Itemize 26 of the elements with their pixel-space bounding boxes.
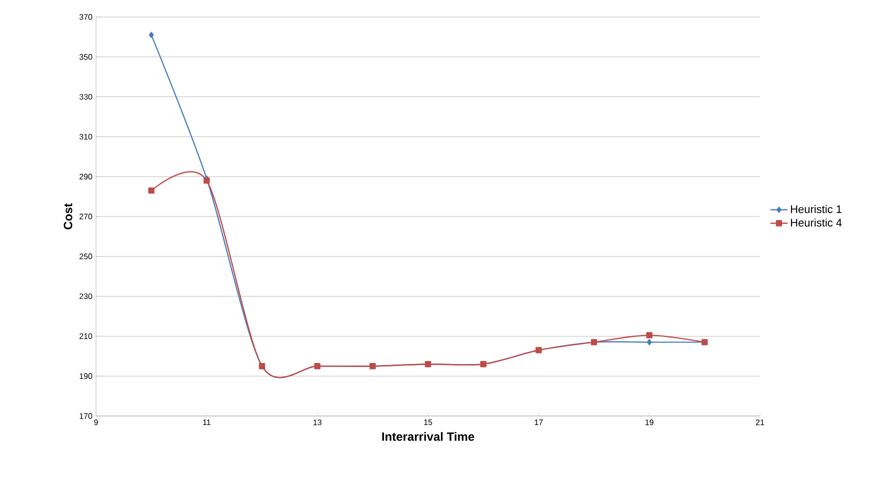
y-tick-label: 270 (80, 214, 92, 220)
y-axis-title: Cost (64, 203, 72, 230)
y-tick-label: 190 (80, 373, 92, 379)
y-tick-label: 250 (80, 254, 92, 260)
y-tick-label: 310 (79, 134, 92, 140)
legend-label: Heuristic 4 (791, 218, 842, 227)
y-tick-label: 350 (79, 54, 92, 60)
legend-label: Heuristic 1 (791, 205, 842, 214)
point (646, 332, 652, 338)
point (646, 339, 652, 346)
x-tick-label: 15 (424, 420, 432, 426)
y-tick-label: 230 (80, 293, 92, 300)
x-tick-label: 11 (203, 420, 210, 426)
y-tick-label: 290 (80, 174, 92, 180)
x-tick-label: 19 (646, 420, 654, 426)
x-tick-label: 21 (756, 420, 764, 426)
x-axis-title: Interarrival Time (382, 432, 474, 441)
y-tick-label: 210 (80, 333, 92, 340)
point (148, 32, 154, 38)
y-tick-label: 170 (80, 413, 92, 419)
x-tick-label: 17 (534, 420, 543, 426)
x-tick-label: 9 (94, 420, 98, 426)
point (148, 187, 154, 194)
y-tick-label: 330 (79, 94, 92, 100)
x-tick-label: 13 (314, 420, 322, 426)
y-tick-label: 370 (79, 14, 92, 20)
